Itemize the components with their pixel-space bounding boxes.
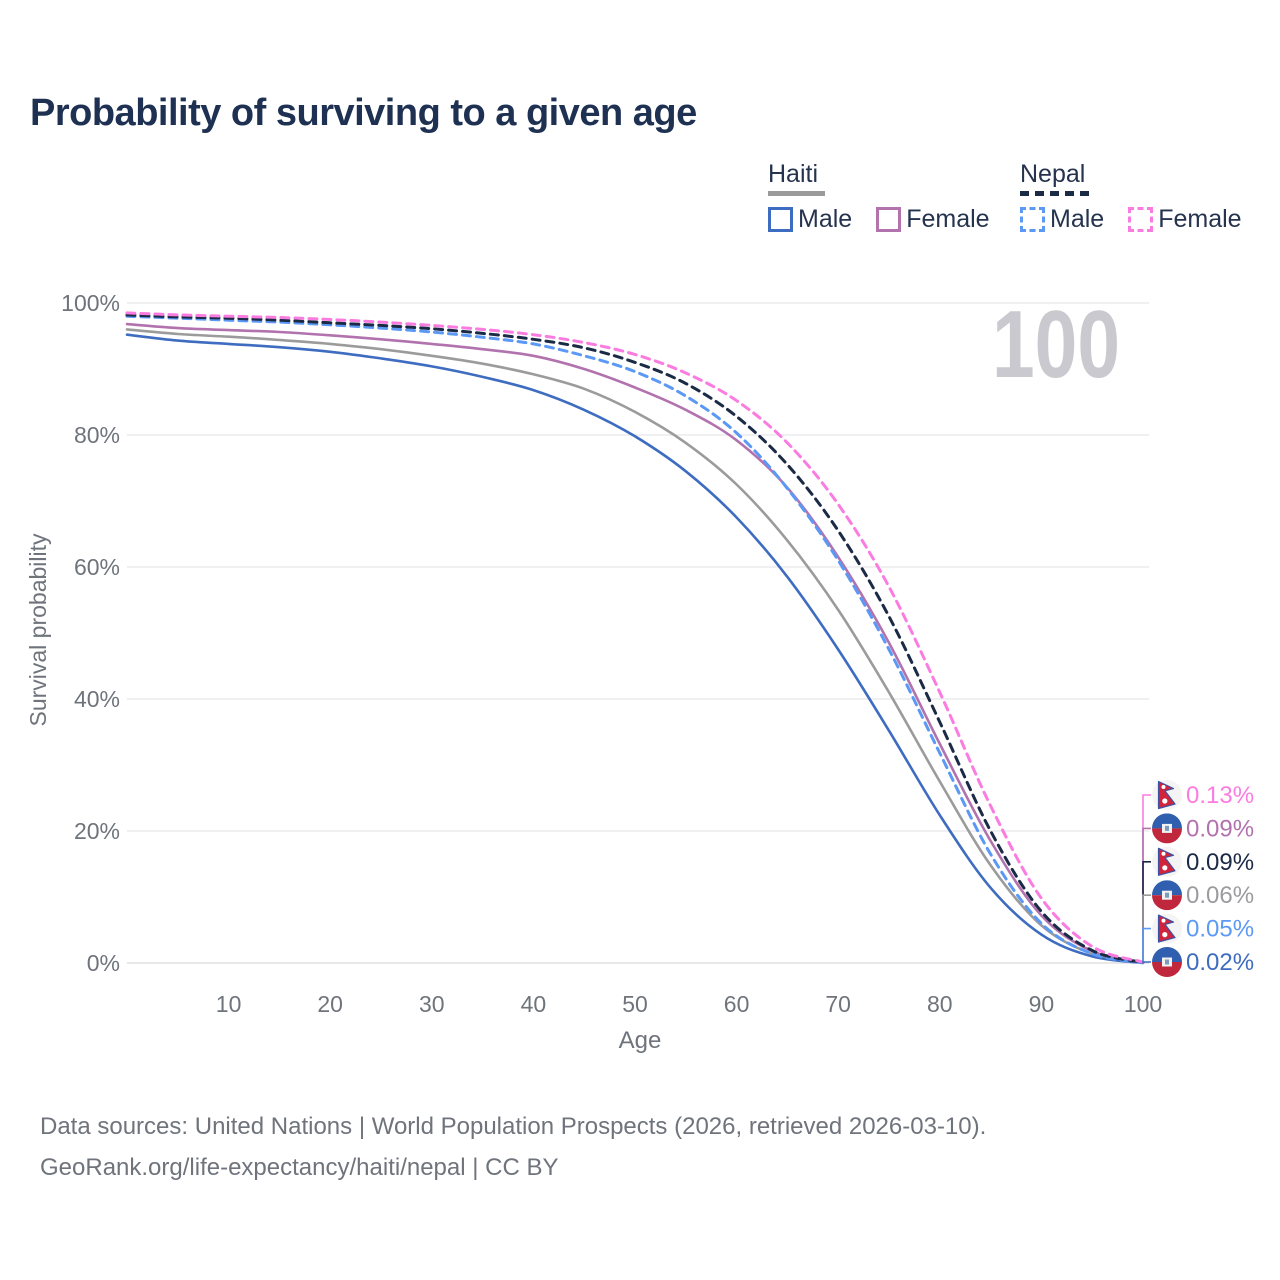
x-axis-tick-label: 50	[622, 991, 648, 1017]
series-line-haiti-female	[125, 322, 1145, 964]
legend-swatch-nepal-female	[1128, 207, 1154, 232]
haiti-flag-icon	[1152, 813, 1182, 844]
footer: Data sources: United Nations | World Pop…	[40, 1106, 986, 1188]
y-axis-tick-label: 40%	[74, 686, 120, 712]
end-label-value-haiti-female: 0.09%	[1186, 815, 1254, 842]
end-label-value-nepal-male: 0.05%	[1186, 916, 1254, 943]
x-axis-tick-label: 80	[927, 991, 953, 1017]
end-label-value-haiti-male: 0.02%	[1186, 949, 1254, 976]
series-line-haiti-total	[125, 328, 1145, 964]
end-label-connector-nepal-total	[1142, 861, 1151, 963]
x-axis-tick-label: 20	[317, 991, 343, 1017]
end-label-connector-nepal-female	[1142, 794, 1151, 963]
series-line-nepal-female	[125, 311, 1145, 964]
legend-label-haiti-female: Female	[906, 205, 990, 233]
x-axis-tick-label: 40	[521, 991, 547, 1017]
x-axis-title: Age	[619, 1027, 662, 1054]
y-axis-tick-label: 20%	[74, 818, 120, 844]
y-axis-tick-label: 0%	[87, 950, 120, 976]
watermark-age-100: 100	[992, 291, 1120, 398]
chart-legend: Haiti Male Female Nepal Male	[0, 160, 1280, 240]
end-label-connector-haiti-male	[1142, 961, 1151, 963]
legend-group-nepal: Nepal Male Female	[1020, 160, 1242, 234]
x-axis-tick-label: 90	[1029, 991, 1055, 1017]
legend-swatch-haiti-female	[876, 207, 902, 232]
legend-title-nepal: Nepal	[1020, 160, 1086, 188]
nepal-flag-icon	[1152, 780, 1182, 810]
end-label-value-nepal-female: 0.13%	[1186, 782, 1254, 809]
y-axis-tick-label: 60%	[74, 554, 120, 580]
legend-item-haiti-male[interactable]: Male	[768, 205, 852, 234]
legend-item-nepal-female[interactable]: Female	[1128, 205, 1242, 234]
y-axis-title: Survival probability	[25, 533, 51, 727]
x-axis-tick-label: 70	[825, 991, 851, 1017]
series-line-nepal-male	[125, 314, 1145, 965]
x-axis-tick-label: 100	[1124, 991, 1162, 1017]
legend-item-nepal-male[interactable]: Male	[1020, 205, 1104, 234]
haiti-flag-icon	[1152, 880, 1182, 911]
legend-underline-haiti	[768, 191, 825, 196]
series-line-haiti-male	[125, 333, 1145, 965]
page-title: Probability of surviving to a given age	[30, 92, 697, 134]
y-axis-tick-label: 100%	[61, 290, 120, 316]
end-label-connector-nepal-male	[1142, 927, 1151, 963]
series-line-nepal-total	[125, 313, 1145, 964]
nepal-flag-icon	[1152, 913, 1182, 944]
legend-title-haiti: Haiti	[768, 160, 819, 188]
legend-underline-nepal	[1020, 191, 1093, 196]
end-label-value-haiti-total: 0.06%	[1186, 882, 1254, 909]
footer-link: GeoRank.org/life-expectancy/haiti/nepal …	[40, 1154, 559, 1181]
nepal-flag-icon	[1152, 846, 1182, 877]
end-label-value-nepal-total: 0.09%	[1186, 849, 1254, 876]
x-axis-tick-label: 30	[419, 991, 445, 1017]
legend-label-haiti-male: Male	[798, 205, 853, 233]
legend-label-nepal-male: Male	[1050, 205, 1105, 233]
legend-group-haiti: Haiti Male Female	[768, 160, 990, 234]
legend-swatch-haiti-male	[768, 207, 793, 232]
haiti-flag-icon	[1152, 947, 1182, 977]
legend-item-haiti-female[interactable]: Female	[876, 205, 990, 234]
x-axis-tick-label: 60	[724, 991, 750, 1017]
footer-sources: Data sources: United Nations | World Pop…	[40, 1113, 987, 1140]
y-axis-tick-label: 80%	[74, 422, 120, 448]
x-axis-tick-label: 10	[216, 991, 242, 1017]
legend-swatch-nepal-male	[1020, 207, 1045, 232]
legend-label-nepal-female: Female	[1158, 205, 1242, 233]
